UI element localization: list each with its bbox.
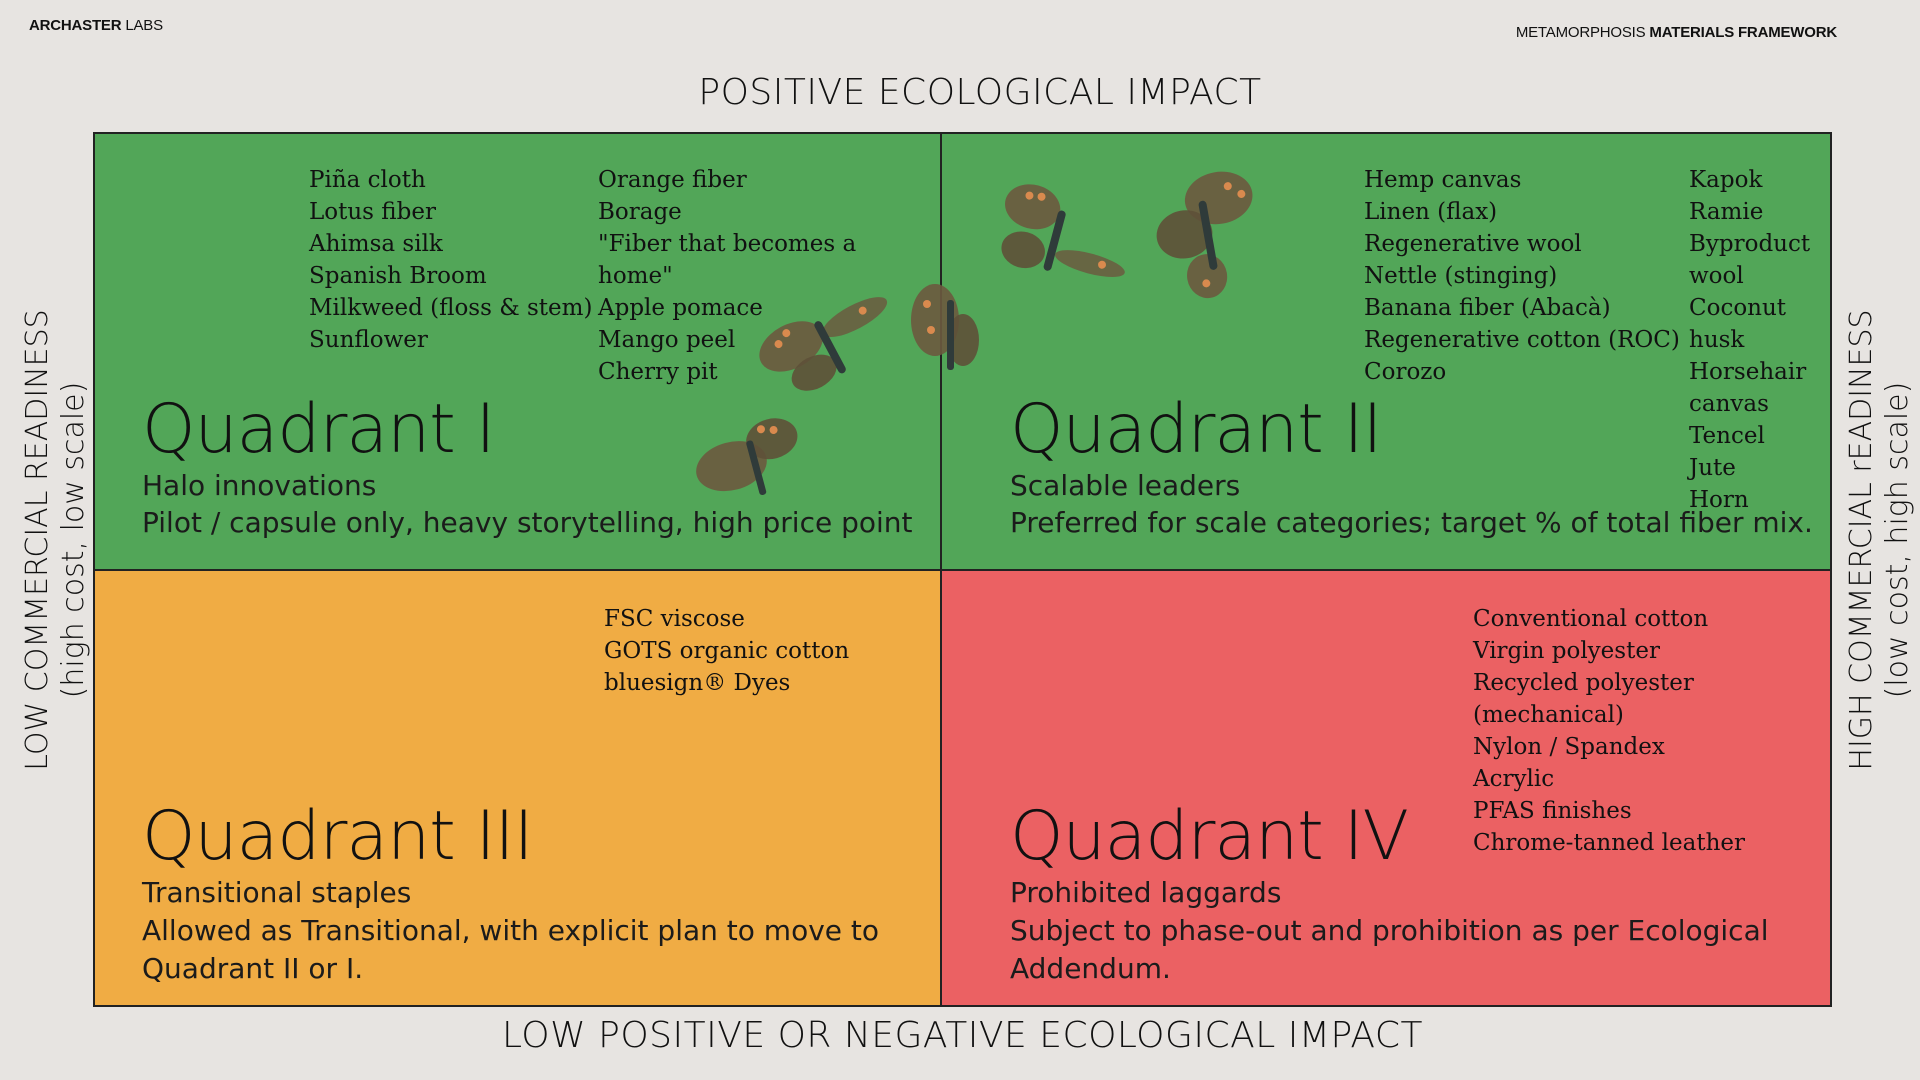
material-item: FSC viscose	[604, 606, 745, 632]
material-item: Recycled polyester	[1473, 670, 1694, 696]
brand-name: ARCHASTER	[29, 17, 122, 34]
axis-label-left: LOW COMMERCIAL READINESS (high cost, low…	[20, 309, 92, 770]
material-item: Spanish Broom	[309, 263, 487, 289]
framework-title-light: METAMORPHOSIS	[1515, 24, 1646, 41]
material-item: Orange fiber	[598, 167, 747, 193]
brand-suffix: LABS	[125, 17, 163, 34]
quadrant-3-description-line-1: Allowed as Transitional, with explicit p…	[142, 914, 880, 947]
butterfly-icon	[696, 418, 798, 496]
material-item: Conventional cotton	[1473, 606, 1709, 632]
framework-title: METAMORPHOSIS MATERIALS FRAMEWORK	[1516, 24, 1837, 41]
material-item: Apple pomace	[598, 295, 763, 321]
quadrant-3-subtitle: Transitional staples	[142, 876, 412, 909]
material-item: Ramie	[1689, 199, 1764, 225]
material-item: Jute	[1689, 455, 1736, 481]
material-item: Kapok	[1689, 167, 1763, 193]
quadrant-1-materials-col-1: Piña cloth Lotus fiber Ahimsa silk Spanish …	[309, 164, 592, 356]
quadrant-4: Conventional cotton Virgin polyester Recyc…	[942, 571, 1830, 1005]
quadrant-2: Hemp canvas Linen (flax) Regenerative wool…	[942, 134, 1830, 571]
axis-label-right: HIGH COMMERCIAL rEADINESS (low cost, hig…	[1844, 309, 1916, 770]
material-item: Horn	[1689, 487, 1749, 513]
material-item: (mechanical)	[1473, 702, 1624, 728]
quadrant-4-materials: Conventional cotton Virgin polyester Recyc…	[1473, 603, 1745, 859]
material-item: Lotus fiber	[309, 199, 436, 225]
material-item: Banana fiber (Abacà)	[1364, 295, 1611, 321]
quadrant-4-description-line-1: Subject to phase-out and prohibition as …	[1010, 914, 1769, 947]
quadrant-2-subtitle: Scalable leaders	[1010, 469, 1241, 502]
axis-label-top: POSITIVE ECOLOGICAL IMPACT	[698, 72, 1262, 113]
quadrant-matrix: Piña cloth Lotus fiber Ahimsa silk Spanish …	[93, 132, 1832, 1007]
quadrant-4-description-line-2: Addendum.	[1010, 952, 1171, 985]
material-item: Corozo	[1364, 359, 1447, 385]
material-item: Virgin polyester	[1473, 638, 1660, 664]
axis-label-left-line2: (high cost, low scale)	[56, 381, 91, 699]
butterfly-icon	[759, 297, 888, 391]
material-item: GOTS organic cotton	[604, 638, 850, 664]
material-item: Horsehair canvas	[1689, 359, 1807, 417]
material-item: Mango peel	[598, 327, 736, 353]
quadrant-3: FSC viscose GOTS organic cotton bluesign® …	[95, 571, 942, 1005]
material-item: "Fiber that becomes a	[598, 231, 857, 257]
axis-label-left-line1: LOW COMMERCIAL READINESS	[20, 309, 55, 771]
material-item: Acrylic	[1473, 766, 1555, 792]
framework-title-bold: MATERIALS FRAMEWORK	[1649, 24, 1837, 41]
material-item: Byproduct wool	[1689, 231, 1811, 289]
butterfly-icon	[911, 284, 979, 370]
quadrant-3-description-line-2: Quadrant II or I.	[142, 952, 364, 985]
butterfly-icon	[1156, 171, 1253, 299]
quadrant-3-materials: FSC viscose GOTS organic cotton bluesign® …	[604, 603, 849, 699]
quadrant-4-subtitle: Prohibited laggards	[1010, 876, 1282, 909]
material-item: Regenerative cotton (ROC)	[1364, 327, 1680, 353]
quadrant-3-title: Quadrant III	[142, 797, 534, 876]
brand-logo: ARCHASTER LABS	[29, 17, 163, 34]
material-item: Piña cloth	[309, 167, 426, 193]
material-item: Nylon / Spandex	[1473, 734, 1665, 760]
axis-label-right-line2: (low cost, high scale)	[1880, 381, 1915, 699]
material-item: Linen (flax)	[1364, 199, 1498, 225]
material-item: bluesign® Dyes	[604, 670, 791, 696]
material-item: PFAS finishes	[1473, 798, 1632, 824]
quadrant-1-materials-col-2: Orange fiber Borage "Fiber that becomes a h…	[598, 164, 856, 388]
axis-label-bottom: LOW POSITIVE OR NEGATIVE ECOLOGICAL IMPA…	[501, 1015, 1424, 1056]
quadrant-2-description: Preferred for scale categories; target %…	[1010, 506, 1813, 539]
butterfly-icon	[1001, 184, 1125, 277]
material-item: Ahimsa silk	[309, 231, 443, 257]
material-item: Borage	[598, 199, 682, 225]
quadrant-1-subtitle: Halo innovations	[142, 469, 377, 502]
quadrant-2-materials-col-1: Hemp canvas Linen (flax) Regenerative wool…	[1364, 164, 1680, 388]
axis-label-right-line1: HIGH COMMERCIAL rEADINESS	[1844, 309, 1879, 771]
quadrant-1-description: Pilot / capsule only, heavy storytelling…	[142, 506, 913, 539]
material-item: Hemp canvas	[1364, 167, 1522, 193]
quadrant-4-title: Quadrant IV	[1010, 797, 1409, 876]
material-item: Nettle (stinging)	[1364, 263, 1558, 289]
quadrant-2-materials-col-2: Kapok Ramie Byproduct wool Coconut husk Hors…	[1689, 164, 1830, 516]
material-item: Regenerative wool	[1364, 231, 1582, 257]
quadrant-2-title: Quadrant II	[1010, 390, 1383, 469]
material-item: Cherry pit	[598, 359, 718, 385]
material-item: Chrome-tanned leather	[1473, 830, 1746, 856]
material-item: Tencel	[1689, 423, 1765, 449]
material-item: Coconut husk	[1689, 295, 1787, 353]
material-item: Sunflower	[309, 327, 428, 353]
material-item: Milkweed (floss & stem)	[309, 295, 593, 321]
quadrant-1-title: Quadrant I	[142, 390, 496, 469]
material-item: home"	[598, 263, 673, 289]
